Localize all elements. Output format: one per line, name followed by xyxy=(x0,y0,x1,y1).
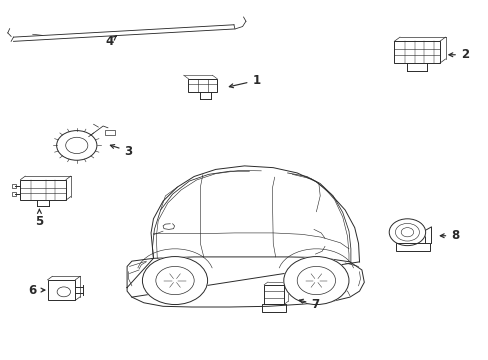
Bar xyxy=(104,130,115,135)
Bar xyxy=(20,180,66,200)
Bar xyxy=(47,280,75,300)
Bar xyxy=(396,243,429,251)
Bar xyxy=(393,41,439,63)
Text: 1: 1 xyxy=(229,74,260,88)
Text: 5: 5 xyxy=(35,209,43,228)
Circle shape xyxy=(283,257,348,305)
Text: 2: 2 xyxy=(448,48,468,61)
Bar xyxy=(264,285,284,304)
Text: 8: 8 xyxy=(439,229,459,242)
Text: 6: 6 xyxy=(28,284,45,297)
Bar xyxy=(262,304,285,312)
Text: 7: 7 xyxy=(299,298,319,311)
Bar xyxy=(188,79,217,92)
Bar xyxy=(12,192,16,196)
Circle shape xyxy=(388,219,425,246)
Text: 3: 3 xyxy=(110,145,132,158)
Text: 4: 4 xyxy=(105,35,116,48)
Circle shape xyxy=(142,257,207,305)
Bar xyxy=(12,184,16,188)
